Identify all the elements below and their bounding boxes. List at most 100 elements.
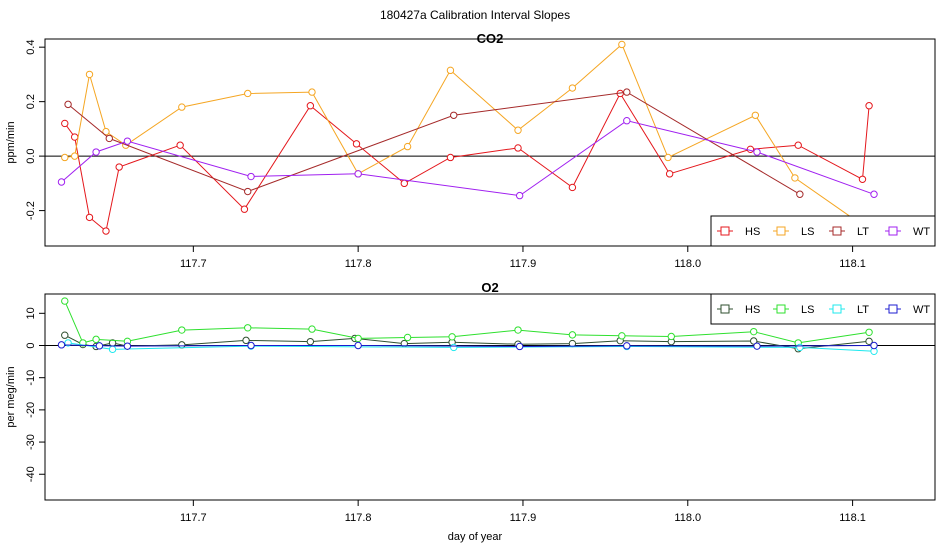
co2-series-ls-point bbox=[70, 152, 79, 160]
co2-series-ls-point bbox=[664, 153, 672, 162]
co2-ytick-label: -0.2 bbox=[25, 201, 37, 220]
o2-series-hs-point bbox=[306, 337, 315, 346]
co2-legend-wt-label: WT bbox=[913, 226, 930, 238]
o2-panel: O2 117.7 117.8 117.9 118.0 118.1 -40 -30 -20 -10 0… bbox=[5, 280, 936, 524]
o2-ytick-label: 10 bbox=[25, 307, 37, 319]
co2-legend-ls-label: LS bbox=[801, 226, 814, 238]
co2-series-wt-point bbox=[515, 191, 524, 200]
o2-series-ls-point bbox=[403, 333, 412, 342]
co2-series-ls-point bbox=[178, 103, 186, 111]
co2-series-hs-point bbox=[352, 140, 361, 148]
co2-series-hs-point bbox=[176, 141, 184, 149]
o2-series-hs-point bbox=[750, 337, 758, 345]
o2-series-ls-point bbox=[618, 332, 626, 340]
o2-series-lt-point bbox=[450, 343, 458, 352]
co2-series-area bbox=[57, 40, 878, 235]
co2-legend-lt-marker bbox=[832, 226, 842, 236]
o2-series-lt-point bbox=[108, 345, 117, 354]
co2-series-hs-point bbox=[61, 119, 69, 128]
co2-series-wt-point bbox=[623, 117, 631, 125]
co2-series-hs-point bbox=[446, 153, 455, 162]
co2-series-ls-point bbox=[244, 89, 252, 98]
o2-series-hs-point bbox=[61, 331, 69, 339]
o2-series-lt-point bbox=[796, 343, 804, 352]
co2-series-ls-point bbox=[618, 40, 626, 49]
co2-series-lt-line bbox=[67, 91, 801, 195]
co2-legend-hs-marker bbox=[720, 226, 730, 236]
o2-series-wt-point bbox=[57, 341, 66, 349]
co2-series-ls-point bbox=[61, 153, 69, 162]
o2-plot-frame bbox=[44, 293, 936, 501]
o2-series-ls-point bbox=[244, 324, 252, 332]
co2-series-ls-line bbox=[64, 43, 870, 231]
co2-series-wt-line bbox=[61, 120, 875, 197]
o2-series-ls-point bbox=[667, 332, 675, 341]
o2-legend-ls-label: LS bbox=[801, 304, 814, 316]
co2-series-hs-line bbox=[64, 92, 870, 232]
co2-series-lt-point bbox=[623, 88, 631, 96]
o2-series-ls-point bbox=[308, 325, 316, 333]
co2-series-wt-point bbox=[753, 148, 761, 156]
o2-legend-hs-label: HS bbox=[745, 304, 760, 316]
co2-series-ls-point bbox=[308, 88, 316, 96]
o2-title: O2 bbox=[481, 280, 498, 295]
co2-series-hs-point bbox=[115, 163, 123, 171]
o2-series-ls-point bbox=[61, 297, 69, 305]
co2-series-hs-point bbox=[70, 133, 79, 141]
co2-series-wt-point bbox=[354, 170, 362, 178]
o2-ytick-label: 0 bbox=[25, 342, 37, 348]
co2-series-wt-point bbox=[247, 172, 255, 181]
o2-series-hs-point bbox=[242, 336, 250, 345]
co2-xtick-label: 118.1 bbox=[839, 258, 866, 270]
co2-series-ls-point bbox=[446, 66, 455, 75]
co2-series-lt-point bbox=[244, 187, 252, 196]
co2-series-wt-point bbox=[57, 178, 66, 186]
o2-legend: HS LS LT WT bbox=[710, 293, 936, 325]
o2-series-area bbox=[57, 297, 878, 355]
o2-series-wt-point bbox=[123, 342, 132, 350]
o2-xtick-label: 117.7 bbox=[180, 512, 207, 524]
co2-series-lt-point bbox=[796, 190, 804, 198]
o2-series-ls-point bbox=[448, 333, 456, 341]
co2-legend: HS LS LT WT bbox=[710, 215, 936, 247]
co2-series-ls-point bbox=[791, 174, 799, 182]
figure-title: 180427a Calibration Interval Slopes bbox=[380, 8, 570, 22]
o2-ytick-label: -40 bbox=[25, 466, 37, 482]
co2-series-hs-point bbox=[102, 227, 110, 235]
co2-series-hs-point bbox=[306, 102, 315, 110]
o2-series-ls-point bbox=[865, 328, 873, 337]
co2-series-hs-point bbox=[240, 205, 249, 213]
co2-xtick-label: 117.8 bbox=[345, 258, 372, 270]
co2-series-lt-point bbox=[105, 134, 113, 143]
o2-ytick-label: -20 bbox=[25, 402, 37, 418]
co2-series-ls-point bbox=[85, 70, 94, 79]
o2-legend-ls-marker bbox=[776, 304, 786, 314]
o2-series-wt-point bbox=[515, 342, 524, 351]
co2-xtick-label: 118.0 bbox=[674, 258, 701, 270]
co2-ytick-label: 0.4 bbox=[25, 40, 37, 55]
o2-series-hs-point bbox=[178, 341, 186, 349]
o2-series-ls-point bbox=[514, 326, 522, 334]
o2-legend-hs-marker bbox=[720, 304, 730, 314]
o2-xtick-label: 118.1 bbox=[839, 512, 866, 524]
co2-xtick-label: 117.9 bbox=[510, 258, 537, 270]
o2-series-wt-point bbox=[753, 342, 761, 350]
o2-ytick-label: -10 bbox=[25, 370, 37, 386]
co2-series-hs-point bbox=[85, 213, 94, 222]
co2-legend-wt-marker bbox=[888, 226, 898, 236]
co2-series-ls-point bbox=[568, 84, 577, 92]
o2-series-ls-point bbox=[750, 327, 758, 336]
co2-legend-ls-marker bbox=[776, 226, 786, 236]
o2-series-wt-point bbox=[95, 342, 104, 350]
co2-series-hs-point bbox=[865, 102, 873, 110]
o2-series-ls-point bbox=[568, 331, 577, 339]
o2-legend-wt-label: WT bbox=[913, 304, 930, 316]
o2-legend-lt-marker bbox=[832, 304, 842, 314]
co2-series-wt-point bbox=[123, 137, 132, 145]
o2-ylabel: per meg/min bbox=[5, 366, 17, 427]
co2-series-hs-point bbox=[400, 179, 408, 188]
co2-series-hs-point bbox=[746, 145, 755, 154]
figure-xlabel: day of year bbox=[448, 531, 503, 543]
